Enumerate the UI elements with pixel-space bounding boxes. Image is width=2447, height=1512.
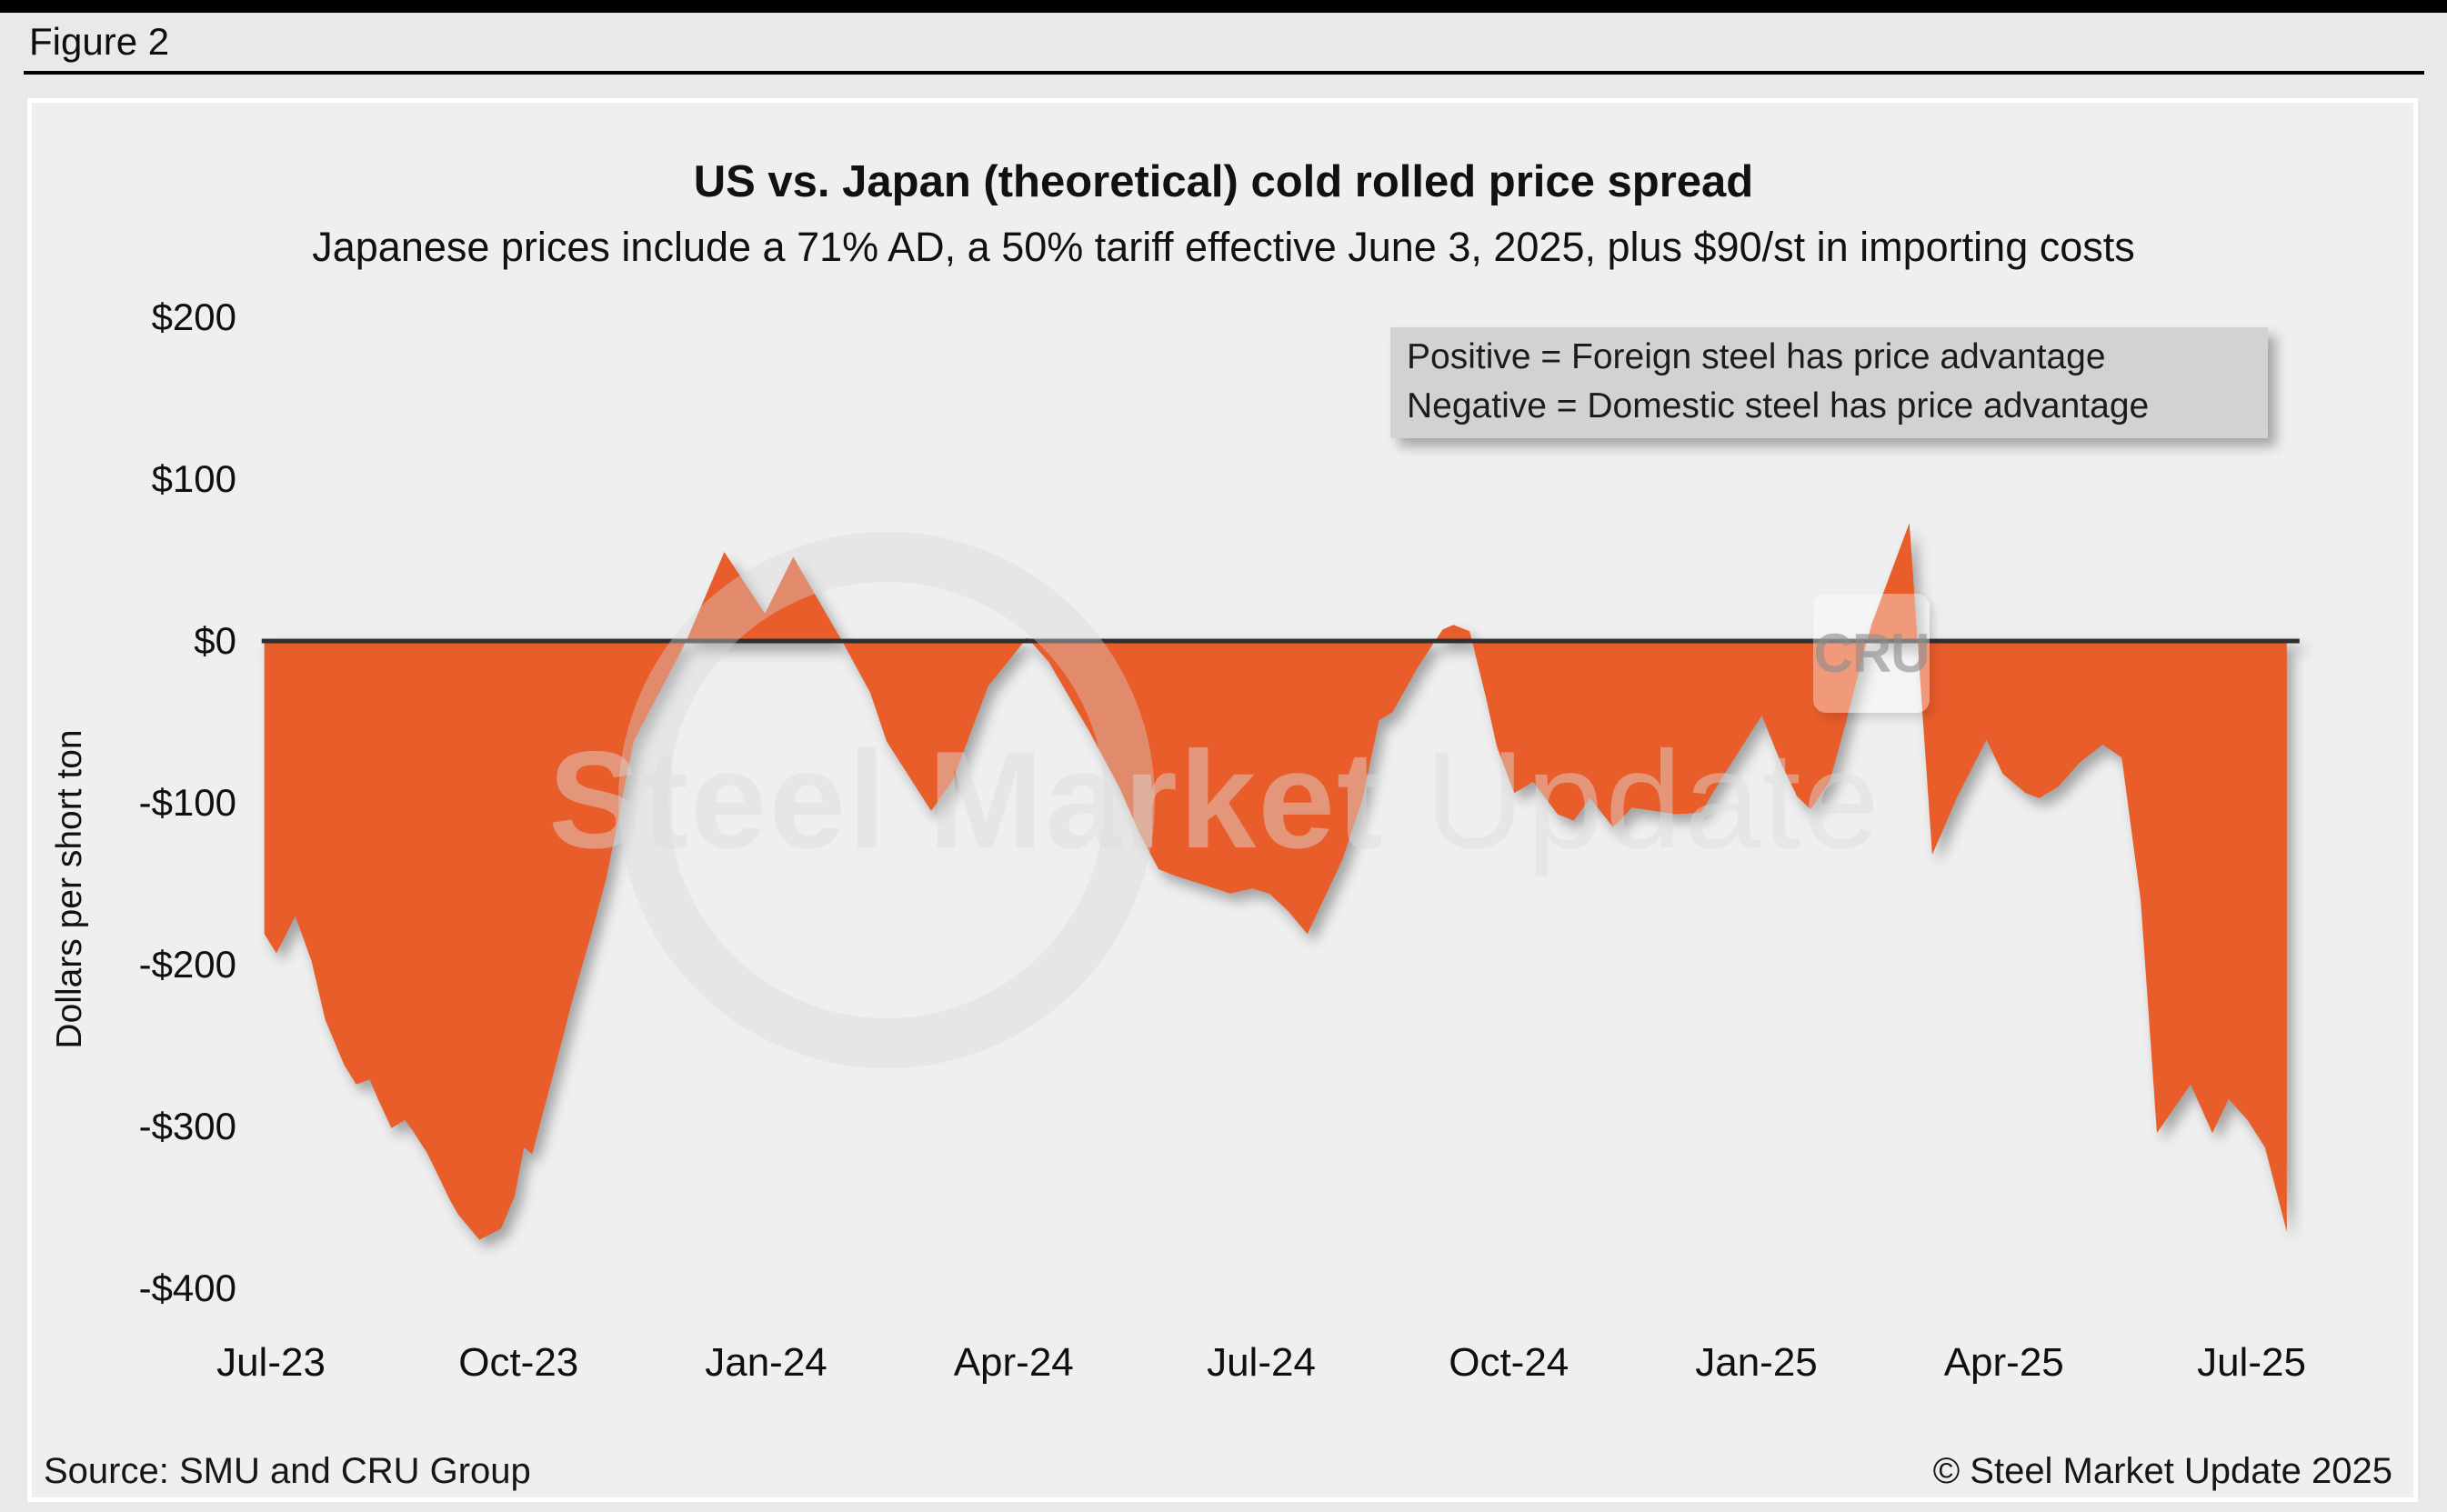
x-tick-label: Jan-25 bbox=[1695, 1340, 1818, 1385]
top-bar bbox=[0, 0, 2447, 13]
figure-rule bbox=[24, 71, 2424, 75]
x-tick-label: Apr-25 bbox=[1943, 1340, 2064, 1385]
y-tick-label: $0 bbox=[194, 619, 236, 662]
y-tick-label: -$200 bbox=[138, 943, 236, 986]
legend-note: Positive = Foreign steel has price advan… bbox=[1390, 327, 2268, 438]
chart-subtitle: Japanese prices include a 71% AD, a 50% … bbox=[312, 224, 2135, 270]
x-tick-label: Jul-24 bbox=[1207, 1340, 1316, 1385]
y-tick-label: $100 bbox=[151, 457, 236, 500]
y-tick-label: $200 bbox=[151, 295, 236, 338]
figure-label: Figure 2 bbox=[29, 20, 170, 63]
copyright-note: © Steel Market Update 2025 bbox=[1932, 1451, 2392, 1491]
y-axis-title: Dollars per short ton bbox=[50, 729, 89, 1049]
smu-watermark-update: Update bbox=[1424, 723, 1881, 877]
y-tick-label: -$400 bbox=[138, 1267, 236, 1309]
x-tick-label: Apr-24 bbox=[953, 1340, 1074, 1385]
x-tick-label: Oct-24 bbox=[1449, 1340, 1569, 1385]
legend-line-positive: Positive = Foreign steel has price advan… bbox=[1407, 337, 2106, 376]
x-tick-label: Oct-23 bbox=[458, 1340, 579, 1385]
cru-badge-watermark: CRU bbox=[1813, 594, 1931, 713]
legend-line-negative: Negative = Domestic steel has price adva… bbox=[1407, 386, 2150, 426]
x-tick-label: Jul-23 bbox=[216, 1340, 326, 1385]
chart-title: US vs. Japan (theoretical) cold rolled p… bbox=[693, 157, 1754, 206]
source-note: Source: SMU and CRU Group bbox=[44, 1451, 531, 1491]
smu-watermark-bold: Steel Market bbox=[548, 723, 1385, 877]
x-tick-label: Jan-24 bbox=[705, 1340, 827, 1385]
x-tick-label: Jul-25 bbox=[2197, 1340, 2306, 1385]
y-tick-label: -$300 bbox=[138, 1105, 236, 1147]
y-tick-label: -$100 bbox=[138, 781, 236, 824]
smu-watermark-text: Steel Market Update bbox=[396, 721, 2033, 880]
